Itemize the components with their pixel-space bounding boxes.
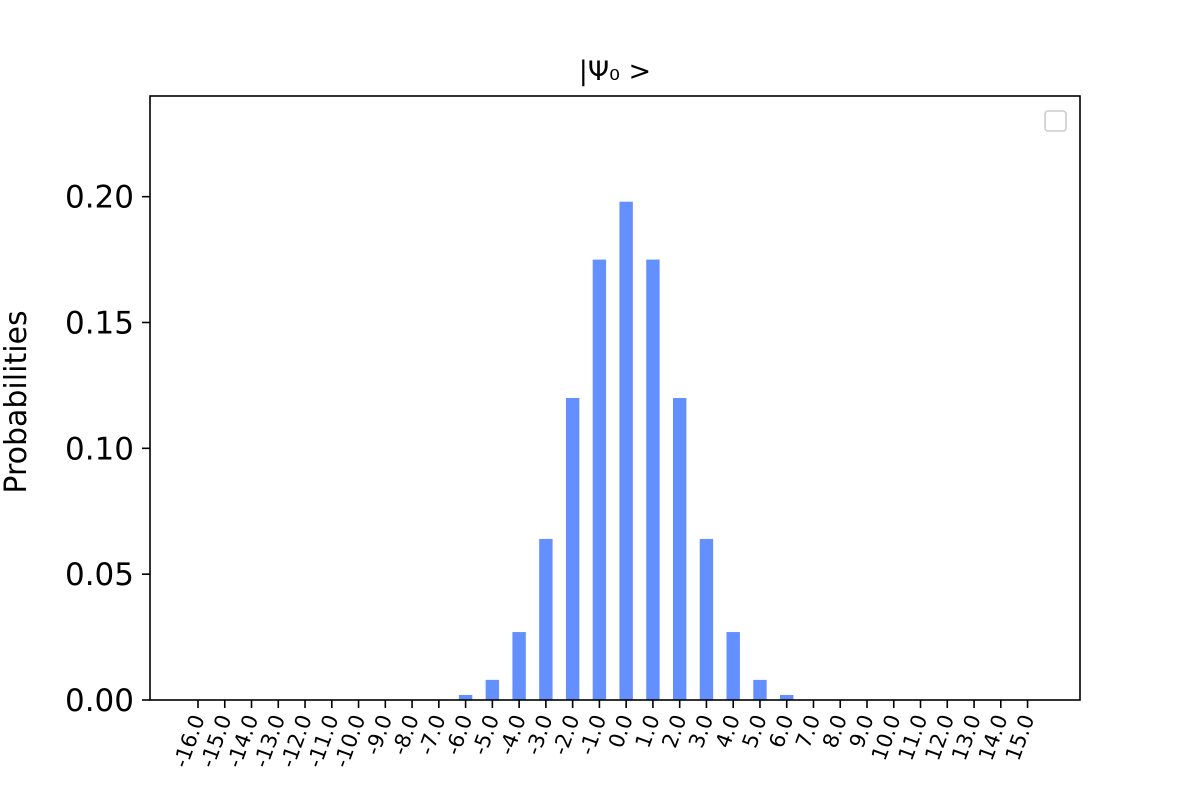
plot-frame bbox=[149, 95, 1081, 701]
bar bbox=[565, 398, 580, 700]
bar bbox=[485, 679, 500, 700]
y-tick-label: 0.10 bbox=[65, 431, 134, 467]
bar bbox=[726, 632, 740, 700]
x-tick-label: 6.0 bbox=[764, 712, 798, 752]
x-tick-label: 5.0 bbox=[738, 712, 772, 752]
bar bbox=[539, 538, 553, 700]
legend-box bbox=[1044, 110, 1067, 132]
bar bbox=[753, 679, 767, 700]
x-tick-label: 0.0 bbox=[604, 712, 638, 752]
y-tick-label: 0.15 bbox=[65, 306, 134, 342]
y-tick-label: 0.05 bbox=[65, 557, 134, 593]
bar bbox=[672, 398, 687, 700]
bar bbox=[646, 259, 660, 700]
bar bbox=[592, 259, 607, 700]
x-tick-label: 1.0 bbox=[631, 712, 665, 752]
bar bbox=[512, 632, 526, 700]
bar bbox=[780, 694, 794, 700]
plot-area: 0.000.050.100.150.20-16.0-15.0-14.0-13.0… bbox=[65, 180, 1039, 771]
x-tick-label: 2.0 bbox=[657, 712, 691, 752]
bar bbox=[458, 694, 473, 700]
y-tick-label: 0.20 bbox=[65, 180, 134, 216]
bar bbox=[699, 538, 714, 700]
x-tick-label: 4.0 bbox=[711, 712, 745, 752]
bar bbox=[619, 201, 633, 700]
y-axis-label: Probabilities bbox=[0, 310, 34, 493]
x-tick-label: 3.0 bbox=[684, 712, 718, 752]
chart-title: |Ψ₀ > bbox=[579, 56, 651, 87]
y-tick-label: 0.00 bbox=[65, 683, 134, 719]
x-tick-label: 7.0 bbox=[791, 712, 825, 752]
x-tick-label: 8.0 bbox=[818, 712, 852, 752]
